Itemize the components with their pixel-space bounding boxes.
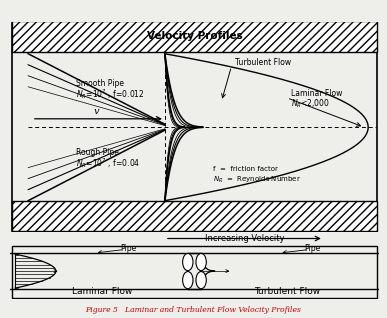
Text: Figure 5   Laminar and Turbulent Flow Velocity Profiles: Figure 5 Laminar and Turbulent Flow Velo… — [86, 306, 301, 314]
Text: $N_R$<2,000: $N_R$<2,000 — [291, 98, 330, 110]
Text: $N_R$  =  Reynolds Number: $N_R$ = Reynolds Number — [213, 175, 301, 185]
Text: $N_R$=10$^7$ , f=0.04: $N_R$=10$^7$ , f=0.04 — [76, 156, 140, 170]
Text: Laminar Flow: Laminar Flow — [72, 287, 132, 296]
Ellipse shape — [381, 253, 387, 271]
Ellipse shape — [183, 272, 193, 289]
Text: Pipe: Pipe — [120, 244, 136, 252]
Ellipse shape — [196, 272, 206, 289]
Text: Pipe: Pipe — [305, 244, 321, 252]
Ellipse shape — [183, 253, 193, 271]
Ellipse shape — [381, 272, 387, 289]
Text: f  =  friction factor: f = friction factor — [213, 166, 278, 172]
Text: Increasing Velocity: Increasing Velocity — [205, 234, 284, 243]
Ellipse shape — [0, 272, 8, 289]
Bar — [12, 201, 377, 231]
Ellipse shape — [0, 253, 8, 271]
Bar — [12, 21, 377, 52]
Text: Rough Pipe: Rough Pipe — [76, 148, 119, 157]
Ellipse shape — [196, 253, 206, 271]
Text: Turbulent Flow: Turbulent Flow — [235, 58, 291, 67]
Text: Laminar Flow: Laminar Flow — [291, 89, 342, 98]
Text: v: v — [94, 107, 99, 116]
Text: Velocity Profiles: Velocity Profiles — [147, 31, 242, 41]
Text: Smooth Pipe: Smooth Pipe — [76, 79, 124, 88]
Text: Turbulent Flow: Turbulent Flow — [254, 287, 320, 296]
Text: $N_R$=10$^7$ , f=0.012: $N_R$=10$^7$ , f=0.012 — [76, 87, 145, 100]
